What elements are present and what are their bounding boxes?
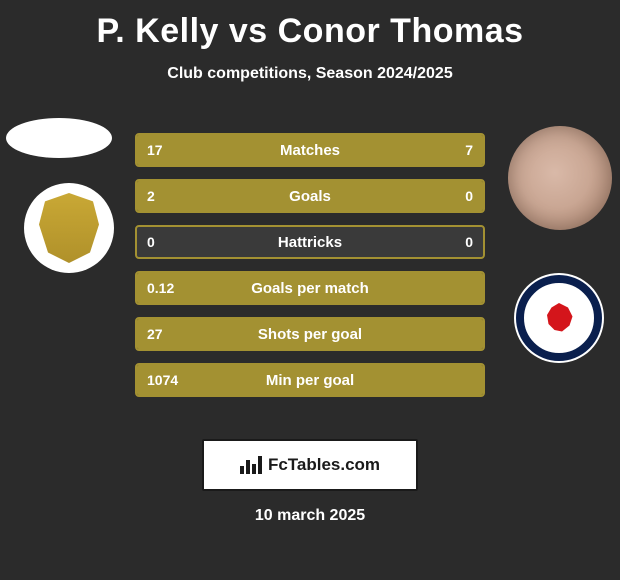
stat-row: Min per goal1074 <box>135 363 485 397</box>
stat-row: Goals per match0.12 <box>135 271 485 305</box>
stat-value-left: 2 <box>137 181 165 211</box>
chart-icon <box>240 456 262 474</box>
shield-icon <box>39 193 99 263</box>
stat-value-right <box>463 365 483 395</box>
stat-bar-left <box>137 319 483 349</box>
stat-value-left: 17 <box>137 135 173 165</box>
ring-icon <box>516 275 602 361</box>
source-text: FcTables.com <box>268 455 380 475</box>
page-title: P. Kelly vs Conor Thomas <box>0 0 620 51</box>
stat-label: Hattricks <box>137 227 483 257</box>
club-left-badge <box>24 183 114 273</box>
lion-icon <box>544 303 574 333</box>
stat-value-right <box>463 319 483 349</box>
stat-bar-left <box>137 273 483 303</box>
stat-bar-left <box>137 135 379 165</box>
stat-row: Matches177 <box>135 133 485 167</box>
stat-value-right: 0 <box>455 181 483 211</box>
stat-bar-left <box>137 181 483 211</box>
stat-row: Goals20 <box>135 179 485 213</box>
stat-value-left: 0 <box>137 227 165 257</box>
stat-value-left: 27 <box>137 319 173 349</box>
stat-value-right <box>463 273 483 303</box>
stat-row: Shots per goal27 <box>135 317 485 351</box>
player-left-avatar <box>6 118 112 158</box>
stat-value-left: 1074 <box>137 365 188 395</box>
stat-value-right: 7 <box>455 135 483 165</box>
player-right-avatar <box>508 126 612 230</box>
stat-value-left: 0.12 <box>137 273 184 303</box>
stat-row: Hattricks0 0 <box>135 225 485 259</box>
page-subtitle: Club competitions, Season 2024/2025 <box>0 65 620 83</box>
date-label: 10 march 2025 <box>0 507 620 525</box>
club-right-badge <box>514 273 604 363</box>
comparison-panel: Matches177Goals20Hattricks00Goals per ma… <box>0 113 620 413</box>
stat-bar-left <box>137 365 483 395</box>
stats-list: Matches177Goals20Hattricks00Goals per ma… <box>135 133 485 397</box>
source-badge: FcTables.com <box>202 439 418 491</box>
stat-value-right: 0 <box>455 227 483 257</box>
